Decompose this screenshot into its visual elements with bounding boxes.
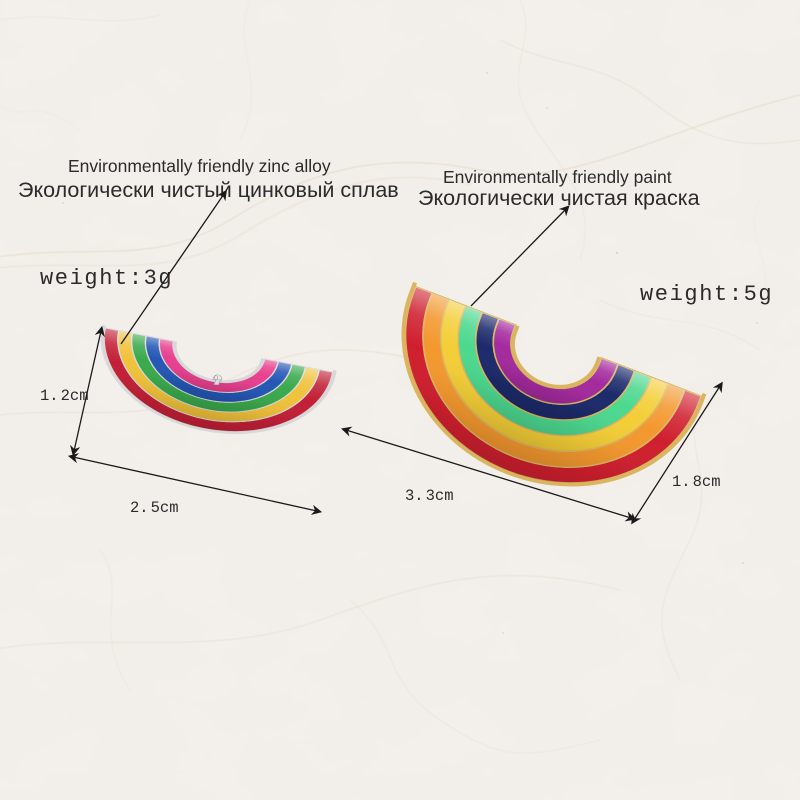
- svg-text:Environmentally friendly zinc: Environmentally friendly zinc alloy: [68, 156, 331, 176]
- svg-text:Environmentally friendly paint: Environmentally friendly paint: [443, 167, 672, 187]
- svg-text:1.8cm: 1. 8cm: [672, 473, 721, 491]
- svg-text:1.2cm: 1. 2cm: [40, 387, 89, 405]
- svg-text:weight:3g: weight:3g: [40, 266, 173, 291]
- svg-text:3.3cm: 3. 3cm: [405, 487, 454, 505]
- svg-text:2.5cm: 2. 5cm: [130, 499, 179, 517]
- svg-text:Экологически чистый цинковый с: Экологически чистый цинковый сплав: [18, 178, 399, 202]
- svg-text:Экологически чистая краска: Экологически чистая краска: [418, 186, 700, 210]
- svg-text:weight:5g: weight:5g: [640, 282, 773, 307]
